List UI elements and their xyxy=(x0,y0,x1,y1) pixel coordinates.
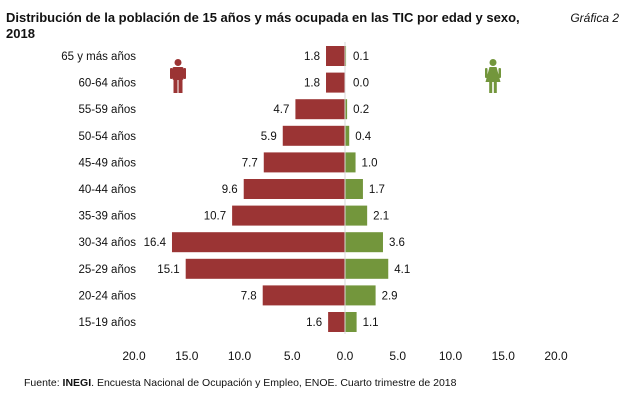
bar-men xyxy=(326,72,345,93)
value-label-men: 7.8 xyxy=(241,290,257,302)
x-tick-label: 15.0 xyxy=(492,349,516,363)
bar-men xyxy=(171,232,345,253)
bar-women xyxy=(345,285,376,306)
value-label-men: 7.7 xyxy=(242,157,258,169)
value-label-women: 0.4 xyxy=(355,131,372,143)
category-label: 45-49 años xyxy=(78,157,136,169)
value-label-women: 2.1 xyxy=(373,211,389,223)
source-org: INEGI xyxy=(62,377,92,389)
bar-men xyxy=(243,179,345,199)
category-label: 20-24 años xyxy=(78,290,136,302)
category-label: 50-54 años xyxy=(78,131,136,143)
bar-men xyxy=(185,258,345,279)
bar-women xyxy=(345,232,383,253)
bar-women xyxy=(345,46,347,66)
bars-group xyxy=(171,46,389,332)
value-label-men: 1.8 xyxy=(304,51,320,63)
category-label: 40-44 años xyxy=(78,184,136,196)
x-tick-label: 10.0 xyxy=(439,349,463,363)
x-tick-label: 15.0 xyxy=(175,349,199,363)
value-label-women: 1.1 xyxy=(363,317,379,329)
category-label: 30-34 años xyxy=(78,237,136,249)
category-label: 55-59 años xyxy=(78,104,136,116)
bar-women xyxy=(345,258,389,279)
value-label-women: 1.7 xyxy=(369,184,385,196)
bar-women xyxy=(345,125,350,146)
bar-women xyxy=(345,312,357,332)
value-label-men: 1.8 xyxy=(304,78,320,90)
category-label: 25-29 años xyxy=(78,264,136,276)
value-label-women: 0.1 xyxy=(353,51,369,63)
source-note: Fuente: INEGI. Encuesta Nacional de Ocup… xyxy=(24,377,456,389)
bar-women xyxy=(345,99,348,120)
x-tick-label: 0.0 xyxy=(337,349,354,363)
page-title: Distribución de la población de 15 años … xyxy=(6,10,520,41)
x-tick-label: 10.0 xyxy=(228,349,252,363)
value-label-men: 1.6 xyxy=(306,317,322,329)
x-axis-ticks: 20.0 15.0 10.0 5.0 0.0 5.0 10.0 15.0 20.0 xyxy=(122,349,568,363)
value-label-men: 5.9 xyxy=(261,131,277,143)
source-text: . Encuesta Nacional de Ocupación y Emple… xyxy=(91,377,457,389)
category-label: 60-64 años xyxy=(78,78,136,90)
category-labels: 65 y más años 60-64 años 55-59 años 50-54 a… xyxy=(61,51,136,329)
bar-men xyxy=(326,46,345,66)
x-tick-label: 20.0 xyxy=(544,349,568,363)
bar-men xyxy=(262,285,345,306)
value-labels: 1.8 0.1 1.8 0.0 4.7 0.2 5.9 0.4 7.7 1.0 9.6 1.7 10.7… xyxy=(144,51,411,329)
value-label-men: 9.6 xyxy=(222,184,238,196)
value-label-women: 4.1 xyxy=(394,264,410,276)
value-label-women: 0.0 xyxy=(353,78,369,90)
value-label-women: 0.2 xyxy=(353,104,369,116)
value-label-women: 2.9 xyxy=(382,290,398,302)
x-tick-label: 5.0 xyxy=(389,349,406,363)
bar-women xyxy=(345,179,363,199)
bar-men xyxy=(232,205,345,226)
source-prefix: Fuente: xyxy=(24,377,63,389)
bar-men xyxy=(295,99,345,120)
value-label-women: 1.0 xyxy=(362,157,378,169)
category-label: 35-39 años xyxy=(78,211,136,223)
bar-women xyxy=(345,152,356,173)
male-person-icon xyxy=(170,59,186,93)
value-label-men: 4.7 xyxy=(273,104,289,116)
value-label-women: 3.6 xyxy=(389,237,405,249)
category-label: 65 y más años xyxy=(61,51,136,63)
bar-women xyxy=(345,205,368,226)
x-tick-label: 5.0 xyxy=(284,349,301,363)
value-label-men: 16.4 xyxy=(144,237,167,249)
chart-number-label: Gráfica 2 xyxy=(570,11,619,25)
x-tick-label: 20.0 xyxy=(122,349,146,363)
bar-men xyxy=(282,125,345,146)
value-label-men: 10.7 xyxy=(204,211,226,223)
female-person-icon xyxy=(485,59,501,93)
value-label-men: 15.1 xyxy=(157,264,179,276)
category-label: 15-19 años xyxy=(78,317,136,329)
bar-men xyxy=(263,152,345,173)
bar-men xyxy=(328,312,345,332)
